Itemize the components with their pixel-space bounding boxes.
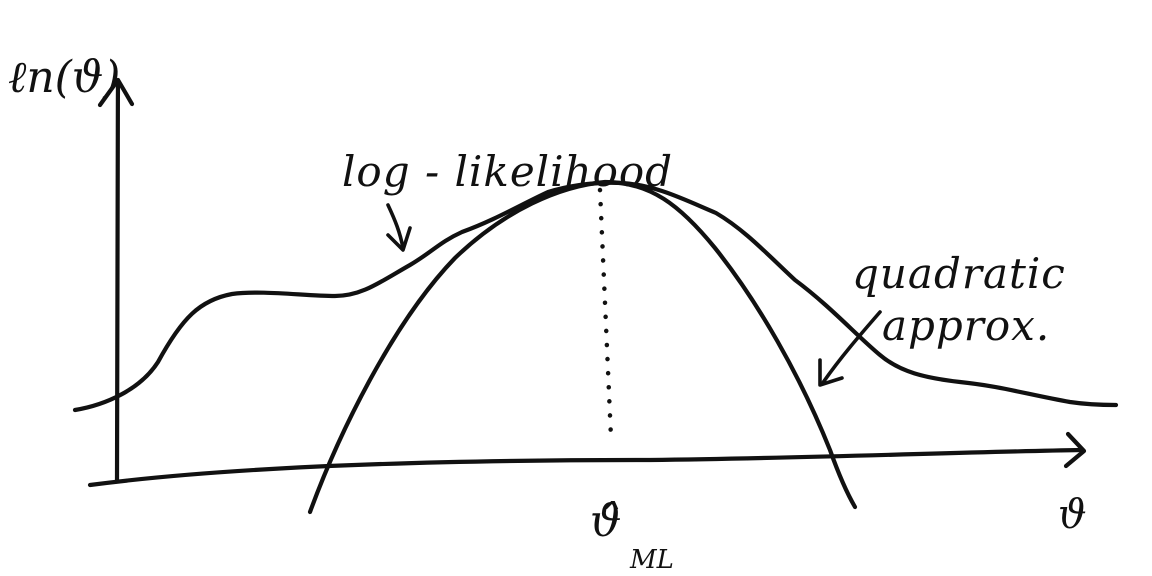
mle-dotted-line (597, 187, 614, 441)
log-likelihood-pointer-arrow (386, 203, 412, 252)
x-axis-label: ϑ (1058, 492, 1087, 538)
quadratic-label-line1: quadratic (852, 249, 1066, 298)
mle-subscript: ML (629, 545, 674, 575)
x-axis-arrowhead (1063, 431, 1087, 469)
y-axis-arrowhead (97, 77, 135, 108)
mle-label: ϑ̂ (590, 496, 621, 547)
quadratic-approx-curve (307, 179, 858, 515)
x-axis (87, 431, 1087, 488)
quadratic-label-line2: approx. (882, 301, 1050, 350)
y-axis (97, 77, 135, 483)
quadratic-pointer-arrow (818, 310, 882, 387)
y-axis-label: ℓn(ϑ) (8, 52, 120, 103)
log-likelihood-label: log - likelihood (342, 147, 673, 196)
